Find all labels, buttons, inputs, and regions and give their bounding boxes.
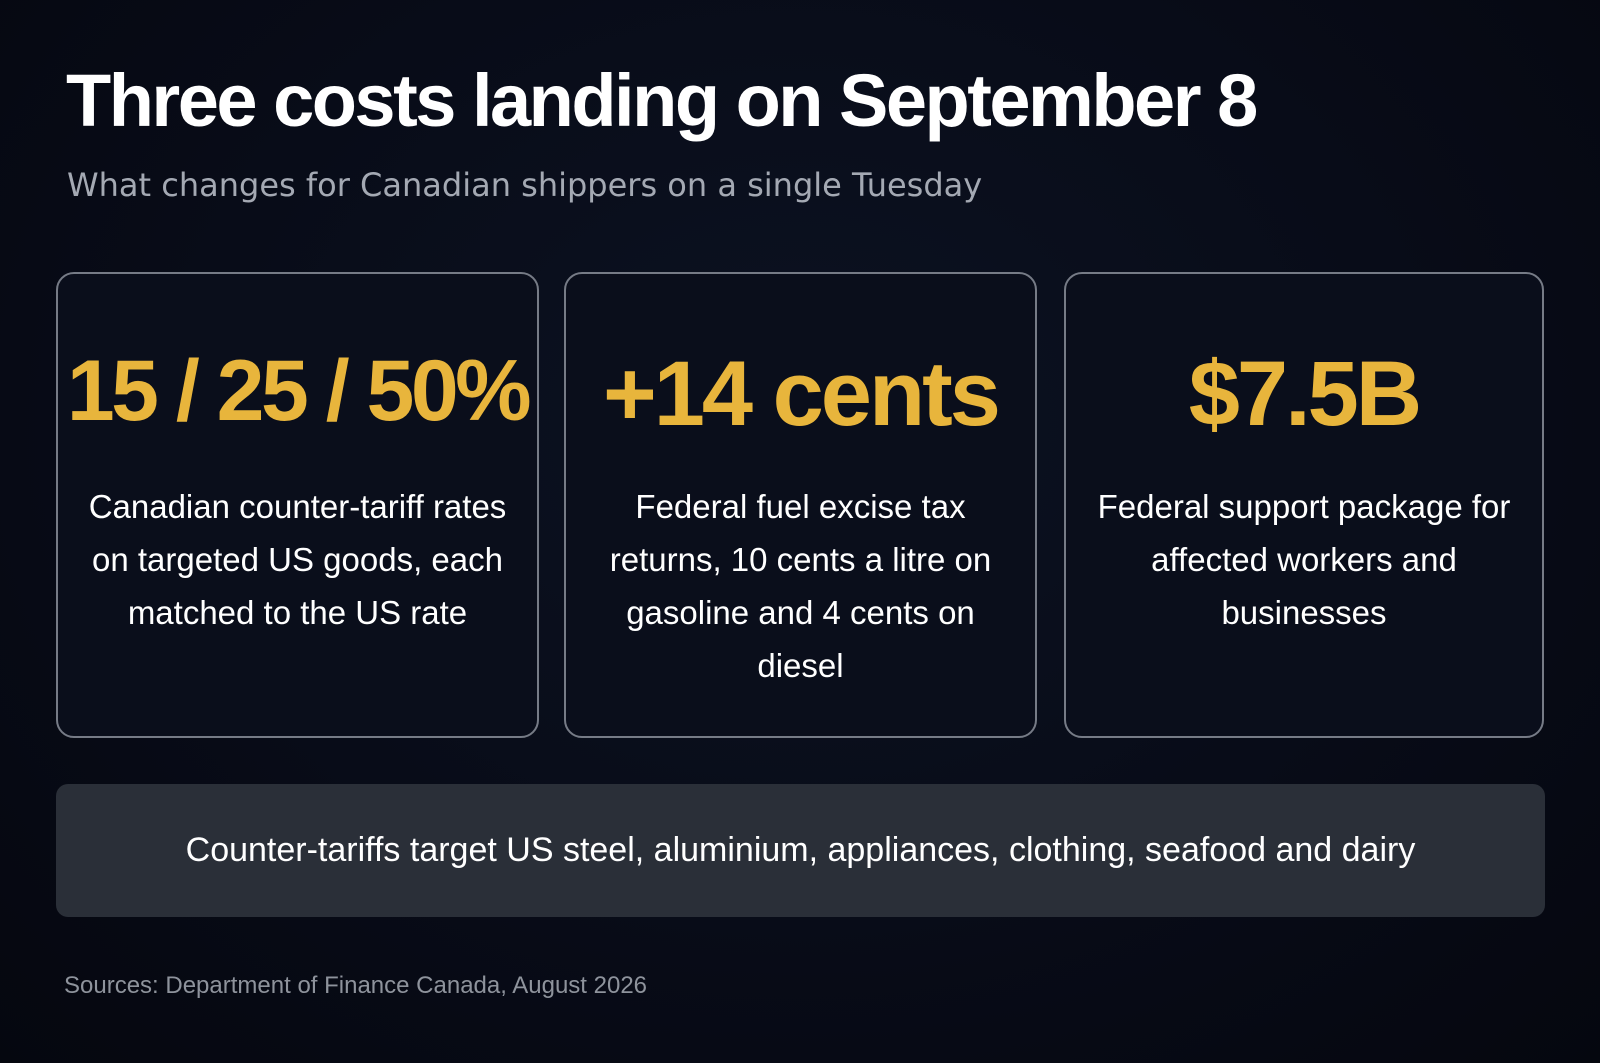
stat-value: $7.5B [1188,343,1423,445]
stat-description: Canadian counter-tariff rates on targete… [88,488,507,631]
page-subtitle: What changes for Canadian shippers on a … [67,166,983,204]
stat-description: Federal fuel excise tax returns, 10 cent… [609,488,992,684]
stat-description: Federal support package for affected wor… [1097,488,1511,631]
info-banner: Counter-tariffs target US steel, alumini… [56,784,1545,917]
stat-card-counter-tariff-rates: 15 / 25 / 50% Canadian counter-tariff ra… [56,272,539,738]
stat-value: +14 cents [603,343,1001,445]
banner-text: Counter-tariffs target US steel, alumini… [185,831,1416,869]
page-title: Three costs landing on September 8 [66,59,1258,142]
stat-card-support-package: $7.5B Federal support package for affect… [1064,272,1544,738]
stat-value: 15 / 25 / 50% [66,343,532,439]
stat-card-fuel-excise-tax: +14 cents Federal fuel excise tax return… [564,272,1037,738]
source-note: Sources: Department of Finance Canada, A… [64,972,648,999]
